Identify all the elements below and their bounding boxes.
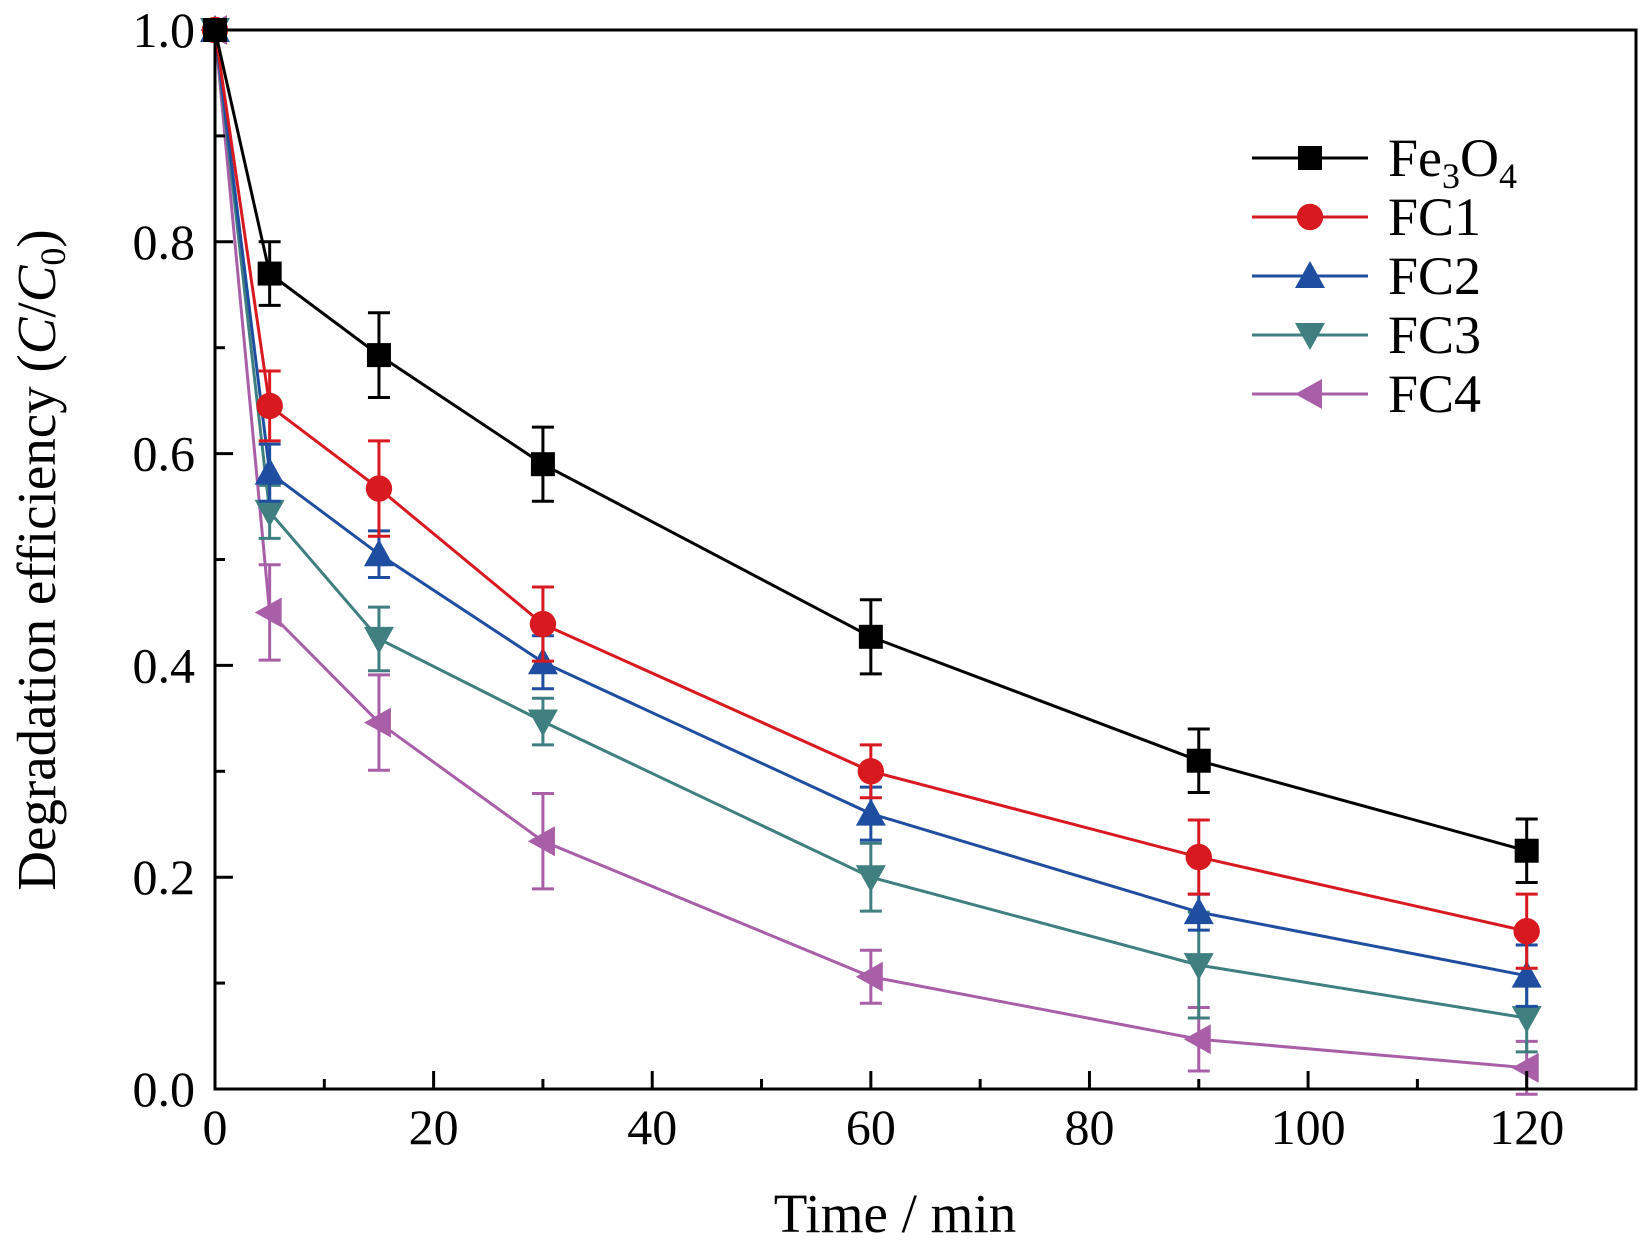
x-tick-label: 0 xyxy=(203,1099,228,1155)
data-point-fe3o4 xyxy=(530,452,555,477)
legend-marker-fc1 xyxy=(1296,203,1324,231)
legend-item-fc4: FC4 xyxy=(1252,364,1481,424)
y-tick-label: 1.0 xyxy=(133,2,196,58)
axis-ticks xyxy=(213,28,1638,1091)
data-point-fc1 xyxy=(1513,918,1540,945)
series-layer xyxy=(200,15,1542,1096)
legend-label-fc1: FC1 xyxy=(1388,187,1481,247)
x-axis-title: Time / min xyxy=(774,1183,1016,1244)
data-point-fc1 xyxy=(256,392,283,420)
data-point-fc2 xyxy=(855,798,886,826)
data-point-fe3o4 xyxy=(366,343,391,368)
data-point-fc2 xyxy=(254,457,285,485)
data-point-fc4 xyxy=(1183,1024,1211,1055)
data-point-fc4 xyxy=(363,707,391,738)
y-axis-title: Degradation efficiency (C/C0) xyxy=(6,229,73,890)
legend-label-fc2: FC2 xyxy=(1388,246,1481,306)
series-fc4 xyxy=(200,15,1539,1096)
y-tick-label: 0.6 xyxy=(133,426,196,482)
legend-marker-fc4 xyxy=(1295,379,1322,409)
data-point-fc4 xyxy=(1511,1052,1539,1083)
legend-marker-fc3 xyxy=(1295,323,1325,350)
x-tick-label: 100 xyxy=(1271,1099,1346,1155)
x-tick-label: 80 xyxy=(1064,1099,1114,1155)
legend-label-fc3: FC3 xyxy=(1388,305,1481,365)
data-point-fc1 xyxy=(1185,843,1212,871)
data-point-fc4 xyxy=(254,597,282,628)
legend-marker-fc2 xyxy=(1295,261,1325,288)
data-point-fc2 xyxy=(1511,960,1542,988)
data-point-fc2 xyxy=(363,539,394,567)
legend-label-fe3o4: Fe3O4 xyxy=(1388,128,1517,196)
data-point-fc1 xyxy=(529,610,557,638)
legend-label-fc4: FC4 xyxy=(1388,364,1481,424)
legend-item-fc3: FC3 xyxy=(1252,305,1481,365)
data-point-fc3 xyxy=(254,499,285,527)
data-point-fc1 xyxy=(365,475,393,502)
legend-item-fc2: FC2 xyxy=(1252,246,1481,306)
legend-marker-fe3o4 xyxy=(1298,146,1322,170)
data-point-fc3 xyxy=(1511,1006,1542,1034)
series-line-fe3o4 xyxy=(213,29,1528,853)
data-point-fc1 xyxy=(857,758,885,785)
data-point-fc4 xyxy=(855,961,883,992)
data-point-fc4 xyxy=(527,826,555,857)
x-tick-label: 20 xyxy=(409,1099,459,1155)
x-tick-label: 60 xyxy=(846,1099,896,1155)
data-point-fe3o4 xyxy=(1186,748,1211,773)
legend-item-fc1: FC1 xyxy=(1252,187,1481,247)
data-point-fc3 xyxy=(855,865,886,893)
data-point-fc3 xyxy=(363,626,394,654)
data-point-fe3o4 xyxy=(858,624,883,649)
x-tick-label: 40 xyxy=(627,1099,677,1155)
data-point-fc2 xyxy=(1183,897,1214,925)
data-point-fe3o4 xyxy=(1514,838,1539,863)
axis-tick-labels: 0 20 40 60 80 100 120 0.0 0.2 0.4 0.6 0.8 1.0 xyxy=(133,2,1565,1155)
y-tick-label: 0.4 xyxy=(133,637,196,693)
legend-item-fe3o4: Fe3O4 xyxy=(1252,128,1517,196)
series-fc3 xyxy=(200,18,1542,1054)
series-fe3o4 xyxy=(203,18,1539,884)
x-tick-label: 120 xyxy=(1489,1099,1564,1155)
y-tick-label: 0.2 xyxy=(133,849,196,905)
y-tick-label: 0.8 xyxy=(133,214,196,270)
data-point-fe3o4 xyxy=(257,261,282,286)
data-point-fc3 xyxy=(527,709,558,737)
y-tick-label: 0.0 xyxy=(133,1061,196,1117)
data-point-fc3 xyxy=(1183,953,1214,981)
